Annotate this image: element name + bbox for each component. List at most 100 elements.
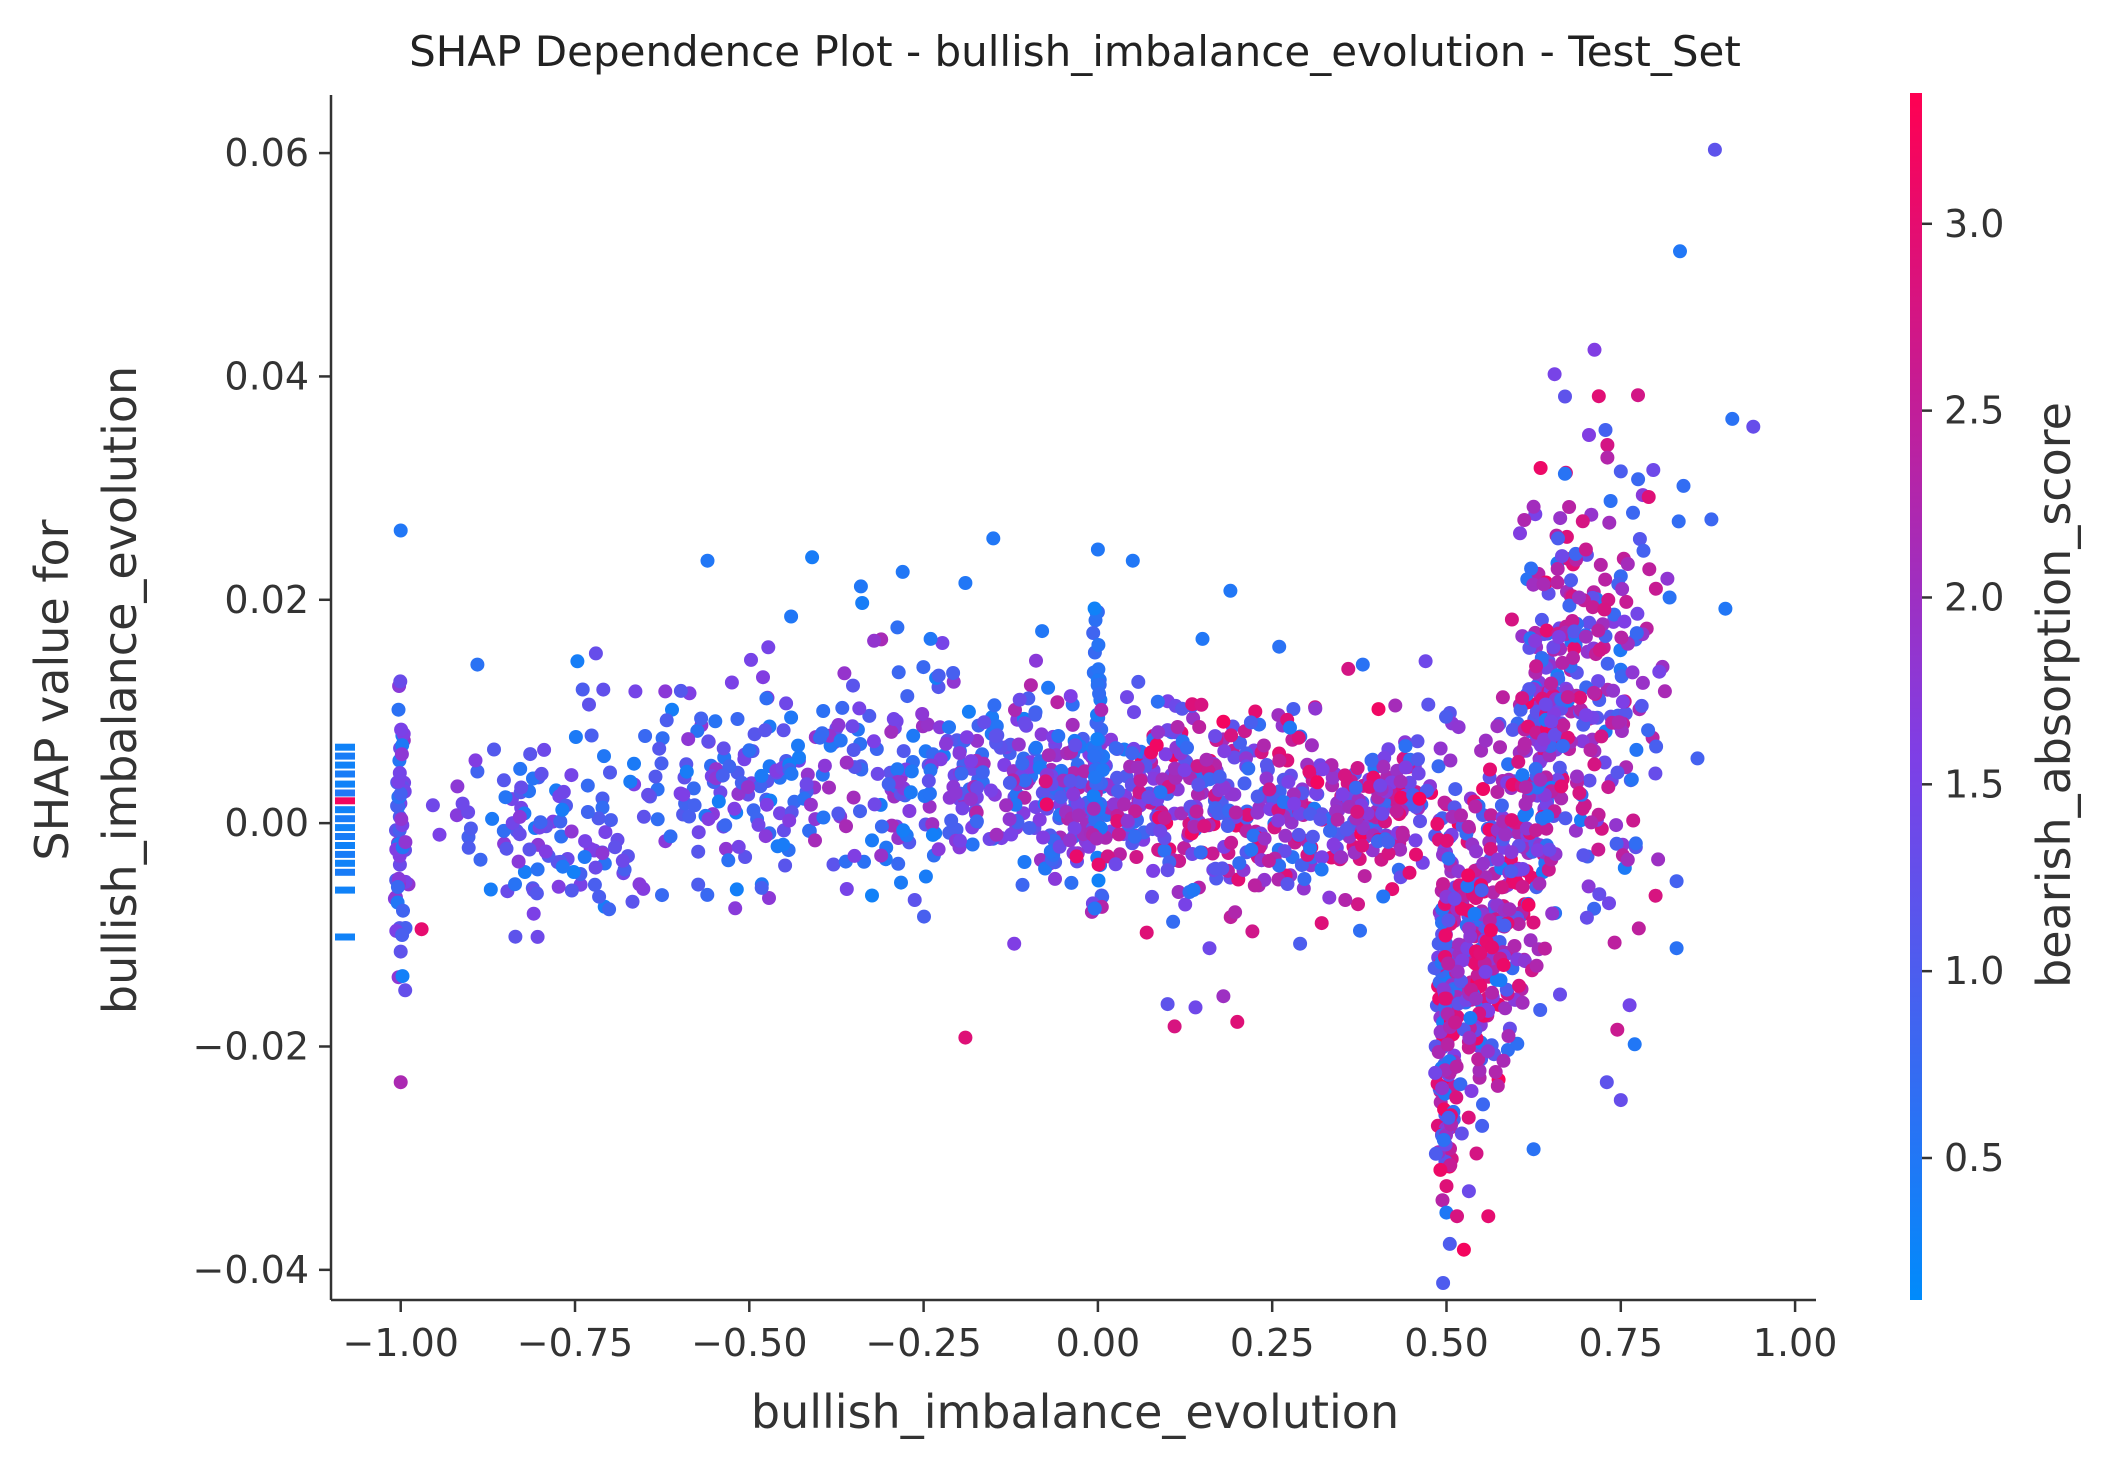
scatter-point	[1449, 1090, 1464, 1105]
scatter-point	[942, 720, 956, 735]
scatter-point	[1436, 1276, 1451, 1290]
scatter-point	[1632, 532, 1647, 546]
edge-tick-mark	[335, 859, 355, 867]
scatter-point	[1597, 602, 1612, 617]
scatter-point	[1617, 614, 1632, 629]
scatter-point	[584, 728, 599, 743]
scatter-point	[1308, 701, 1323, 716]
scatter-point	[1575, 801, 1590, 816]
x-axis-label: bullish_imbalance_evolution	[751, 1385, 1399, 1439]
scatter-point	[393, 1075, 408, 1090]
scatter-point	[975, 765, 990, 780]
scatter-point	[395, 928, 410, 942]
scatter-point	[588, 646, 603, 661]
scatter-point	[1276, 795, 1291, 809]
scatter-point	[716, 741, 731, 756]
scatter-point	[813, 730, 827, 745]
scatter-point	[1524, 561, 1539, 576]
scatter-point	[902, 804, 917, 818]
scatter-point	[1323, 823, 1337, 838]
scatter-point	[1341, 661, 1356, 676]
scatter-point	[1287, 796, 1302, 811]
scatter-point	[652, 741, 667, 756]
scatter-point	[390, 880, 405, 894]
scatter-point	[1476, 1097, 1490, 1112]
scatter-point	[1338, 893, 1353, 907]
x-tick-label: 0.75	[1578, 1321, 1663, 1365]
scatter-point	[1303, 841, 1317, 855]
scatter-point	[1575, 514, 1590, 529]
scatter-point	[628, 684, 643, 699]
scatter-point	[517, 865, 532, 879]
scatter-point	[1513, 702, 1528, 717]
scatter-point	[1513, 526, 1527, 541]
scatter-point	[513, 761, 528, 776]
scatter-point	[1592, 887, 1607, 902]
scatter-point	[917, 909, 931, 924]
scatter-point	[1090, 542, 1105, 557]
y-axis-label-line1: SHAP value for	[25, 519, 79, 860]
scatter-point	[1094, 702, 1109, 717]
scatter-point	[958, 1030, 973, 1045]
scatter-point	[1428, 1065, 1443, 1080]
scatter-point	[450, 779, 465, 794]
scatter-point	[1436, 1133, 1451, 1147]
scatter-point	[1038, 774, 1053, 789]
scatter-point	[1314, 850, 1329, 865]
scatter-point	[1469, 1146, 1484, 1161]
scatter-point	[1530, 843, 1545, 858]
scatter-point	[1555, 739, 1570, 753]
scatter-point	[833, 733, 848, 748]
scatter-point	[965, 837, 980, 852]
scatter-point	[862, 708, 877, 723]
scatter-point	[1412, 791, 1427, 806]
scatter-point	[1394, 790, 1409, 805]
scatter-point	[1578, 629, 1593, 644]
scatter-point	[1410, 734, 1425, 749]
scatter-point	[1244, 842, 1259, 857]
scatter-point	[514, 780, 529, 795]
scatter-point	[896, 744, 911, 759]
scatter-point	[1223, 583, 1238, 598]
scatter-point	[470, 764, 485, 779]
scatter-point	[988, 729, 1003, 744]
scatter-point	[839, 755, 854, 770]
scatter-point	[904, 764, 919, 779]
scatter-point	[1376, 759, 1391, 774]
scatter-point	[512, 809, 527, 824]
scatter-point	[931, 668, 946, 683]
scatter-point	[895, 564, 910, 579]
scatter-point	[1393, 842, 1408, 857]
scatter-point	[1494, 798, 1509, 813]
scatter-point	[1547, 367, 1562, 382]
scatter-point	[1278, 828, 1293, 843]
scatter-point	[866, 734, 881, 749]
scatter-point	[1603, 494, 1618, 508]
scatter-point	[1505, 722, 1520, 737]
scatter-point	[1350, 761, 1365, 775]
scatter-point	[393, 786, 408, 801]
scatter-point	[1217, 744, 1232, 759]
scatter-point	[595, 846, 610, 861]
scatter-point	[1192, 720, 1207, 734]
scatter-point	[778, 858, 793, 873]
scatter-point	[784, 609, 799, 624]
scatter-point	[1086, 801, 1101, 816]
scatter-point	[1091, 662, 1106, 677]
scatter-point	[918, 869, 933, 884]
scatter-point	[1220, 819, 1235, 833]
x-tick-label: −1.00	[342, 1321, 458, 1365]
scatter-point	[564, 824, 579, 839]
scatter-point	[582, 697, 596, 712]
scatter-point	[1314, 862, 1329, 877]
scatter-point	[1353, 923, 1367, 938]
scatter-point	[1348, 780, 1363, 795]
scatter-point	[1547, 727, 1562, 742]
scatter-point	[1461, 1184, 1476, 1199]
scatter-point	[396, 903, 410, 918]
scatter-point	[1441, 913, 1456, 928]
scatter-point	[1521, 897, 1536, 912]
scatter-point	[1398, 760, 1413, 775]
scatter-point	[1576, 848, 1591, 863]
scatter-point	[1504, 864, 1519, 879]
